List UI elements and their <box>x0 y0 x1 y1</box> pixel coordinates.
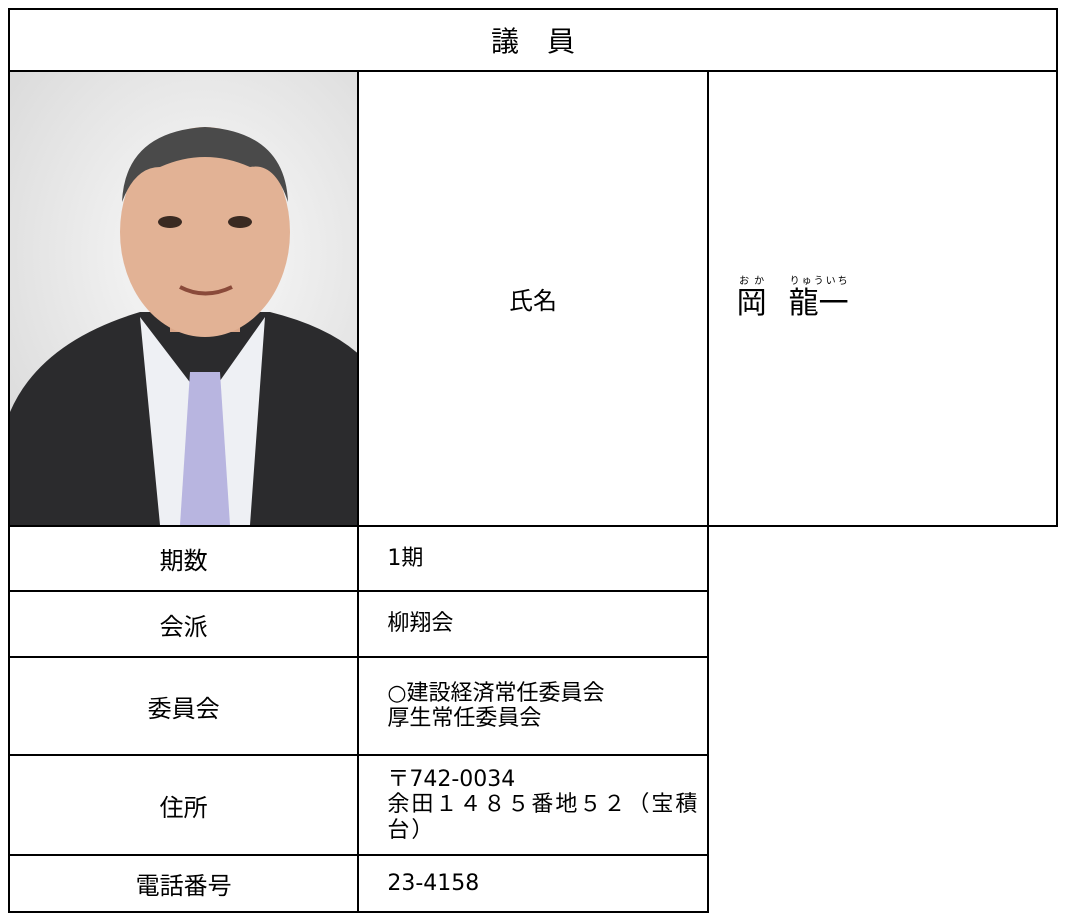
header-title: 議 員 <box>8 8 1058 72</box>
row: 期数 1期 <box>7 525 1057 592</box>
value-line: 〒742-0034 <box>387 767 516 793</box>
name-base: 岡 <box>736 285 767 321</box>
row-value: ○建設経済常任委員会 厚生常任委員会 <box>357 656 709 756</box>
name-part: 龍一りゅういち <box>788 276 849 321</box>
value-line: ○建設経済常任委員会 <box>387 680 605 706</box>
row-label: 氏名 <box>357 70 709 527</box>
photo-cell <box>7 70 360 527</box>
member-photo <box>11 73 357 524</box>
name-ruby: おか <box>736 275 767 287</box>
row-label: 委員会 <box>7 656 360 756</box>
row-value: 〒742-0034 余田１４８５番地５２（宝積台） <box>357 754 709 856</box>
value-line: 厚生常任委員会 <box>387 706 542 731</box>
row-value: 23-4158 <box>357 854 709 913</box>
header-row: 議 員 <box>8 8 1058 72</box>
name-ruby: りゅういち <box>788 275 849 287</box>
value-line: 余田１４８５番地５２（宝積台） <box>387 792 700 843</box>
value-line: 柳翔会 <box>387 611 454 637</box>
name-base: 龍一 <box>788 285 849 321</box>
row: 委員会 ○建設経済常任委員会 厚生常任委員会 <box>7 656 1057 756</box>
row-label: 期数 <box>7 525 360 592</box>
page-body: 議 員 氏名 岡おか龍一りゅういち 期数 1期 会派 柳翔会 委員会 ○建設経済常任委員会厚… <box>7 8 1059 913</box>
row-value: 柳翔会 <box>357 590 709 658</box>
row: 会派 柳翔会 <box>7 590 1057 658</box>
row: 電話番号 23-4158 <box>7 854 1057 913</box>
value-line: 1期 <box>387 545 424 571</box>
value-line: 23-4158 <box>387 870 480 896</box>
page: 議員 {"header":{"title":"議 員"}, "table":{"… <box>7 8 1059 913</box>
row-label: 会派 <box>7 590 360 658</box>
member-table: 議 員 氏名 岡おか龍一りゅういち 期数 1期 会派 柳翔会 委員会 ○建設経済常任委員会厚… <box>7 8 1059 913</box>
row: 氏名 岡おか龍一りゅういち <box>7 70 1059 527</box>
row-label: 電話番号 <box>7 854 360 913</box>
name-part: 岡おか <box>736 276 767 321</box>
row-value: 1期 <box>357 525 709 592</box>
row-label: 住所 <box>7 754 360 856</box>
row-value: 岡おか龍一りゅういち <box>706 70 1059 527</box>
row: 住所 〒742-0034 余田１４８５番地５２（宝積台） <box>7 754 1057 856</box>
